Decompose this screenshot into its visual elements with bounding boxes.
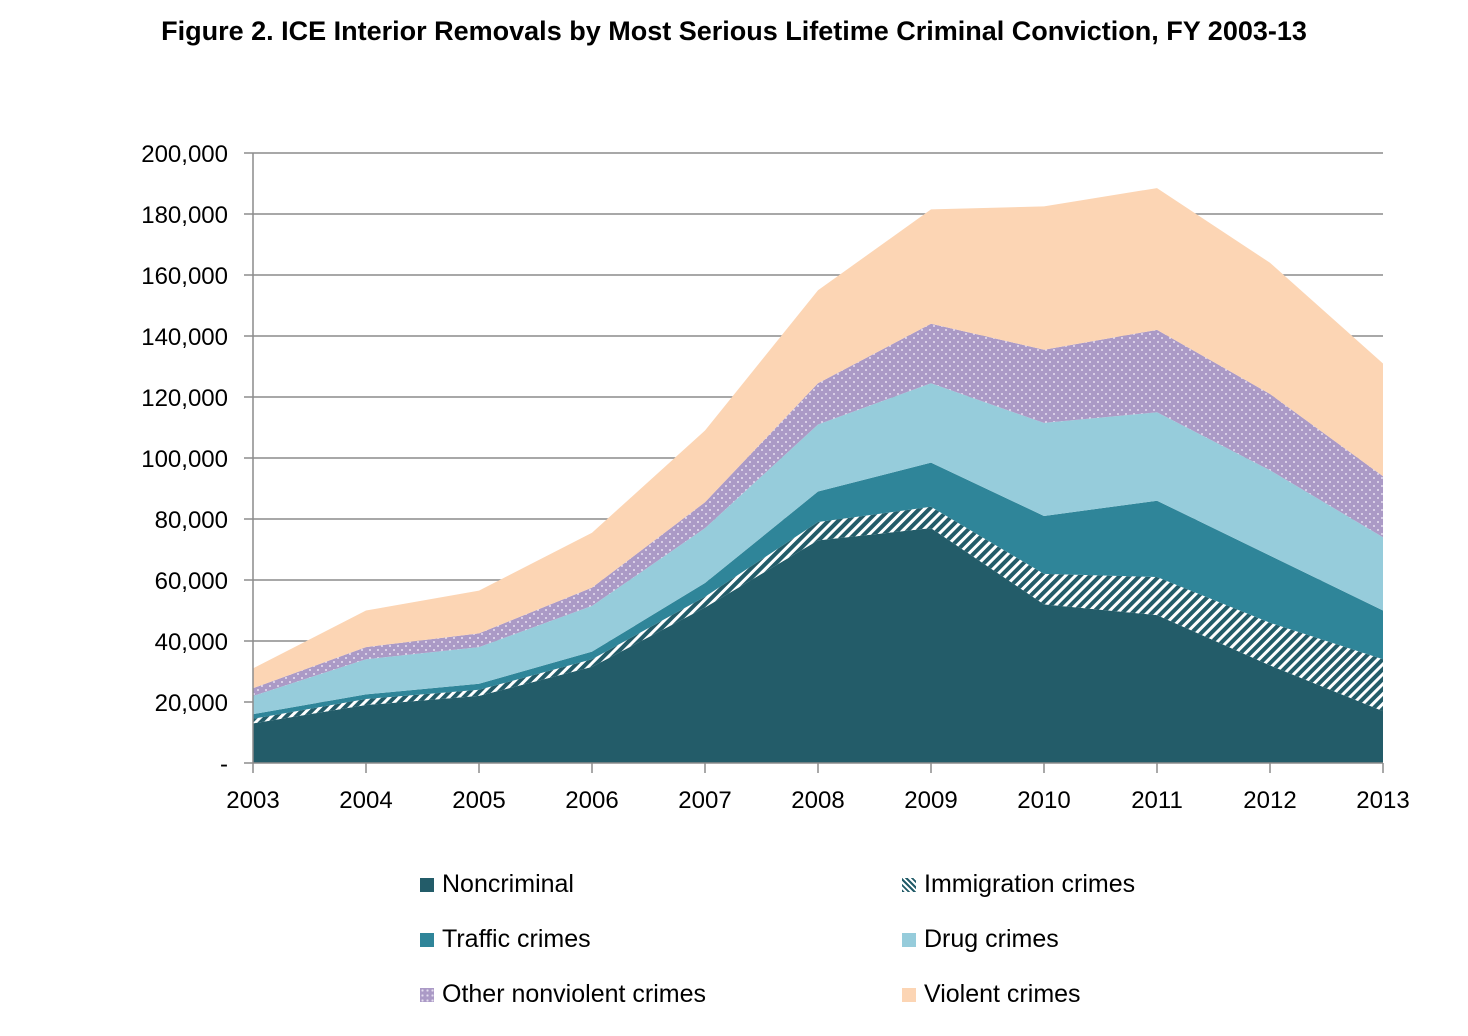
legend-item-immigration: Immigration crimes — [902, 870, 1135, 899]
area-violent-crimes — [253, 188, 1383, 689]
legend-item-traffic: Traffic crimes — [420, 925, 591, 954]
x-tick-label: 2009 — [904, 787, 957, 814]
x-tick-label: 2007 — [678, 787, 731, 814]
x-tick-label: 2008 — [791, 787, 844, 814]
legend-label: Immigration crimes — [924, 870, 1136, 898]
y-tick-label: 40,000 — [155, 629, 228, 656]
legend-swatch — [902, 987, 916, 1002]
x-tick-label: 2012 — [1243, 787, 1296, 814]
legend-swatch — [420, 987, 434, 1002]
x-tick-label: 2010 — [1017, 787, 1070, 814]
y-tick-label: 120,000 — [141, 385, 228, 412]
legend-item-noncriminal: Noncriminal — [420, 870, 574, 899]
legend-item-violent: Violent crimes — [902, 980, 1081, 1009]
area-other-nonviolent-crimes — [253, 323, 1383, 696]
x-tick-label: 2005 — [452, 787, 505, 814]
x-tick-label: 2003 — [226, 787, 279, 814]
y-tick-label: - — [220, 751, 228, 778]
legend-item-drug: Drug crimes — [902, 925, 1059, 954]
area-noncriminal — [253, 528, 1383, 763]
axes: - 20,000 40,000 60,000 80,000 100,000 120,000 1… — [141, 141, 1409, 814]
chart-area: - 20,000 40,000 60,000 80,000 100,000 120,000 1… — [141, 141, 1409, 814]
x-tick-label: 2004 — [339, 787, 392, 814]
legend-swatch — [420, 932, 434, 947]
y-tick-label: 60,000 — [155, 568, 228, 595]
y-tick-label: 20,000 — [155, 690, 228, 717]
y-tick-label: 200,000 — [141, 141, 228, 168]
x-tick-label: 2011 — [1131, 787, 1183, 814]
y-tick-label: 180,000 — [141, 202, 228, 229]
y-tick-label: 160,000 — [141, 263, 228, 290]
legend-swatch — [902, 877, 916, 892]
y-tick-label: 80,000 — [155, 507, 228, 534]
area-traffic-crimes — [253, 462, 1383, 719]
legend-swatch — [902, 932, 916, 947]
legend-label: Violent crimes — [924, 980, 1081, 1008]
y-tick-label: 100,000 — [141, 446, 228, 473]
legend-label: Drug crimes — [924, 925, 1059, 953]
legend-item-other-nonviolent: Other nonviolent crimes — [420, 980, 706, 1009]
y-tick-label: 140,000 — [141, 324, 228, 351]
legend-label: Noncriminal — [442, 870, 574, 898]
x-tick-label: 2013 — [1356, 787, 1409, 814]
x-tick-label: 2006 — [565, 787, 618, 814]
chart-title: Figure 2. ICE Interior Removals by Most … — [161, 16, 1307, 46]
legend-swatch — [420, 877, 434, 892]
legend-label: Other nonviolent crimes — [442, 980, 707, 1008]
area-immigration-crimes — [253, 506, 1383, 724]
stacked-areas — [253, 188, 1383, 763]
area-drug-crimes — [253, 383, 1383, 715]
legend-label: Traffic crimes — [442, 925, 591, 953]
